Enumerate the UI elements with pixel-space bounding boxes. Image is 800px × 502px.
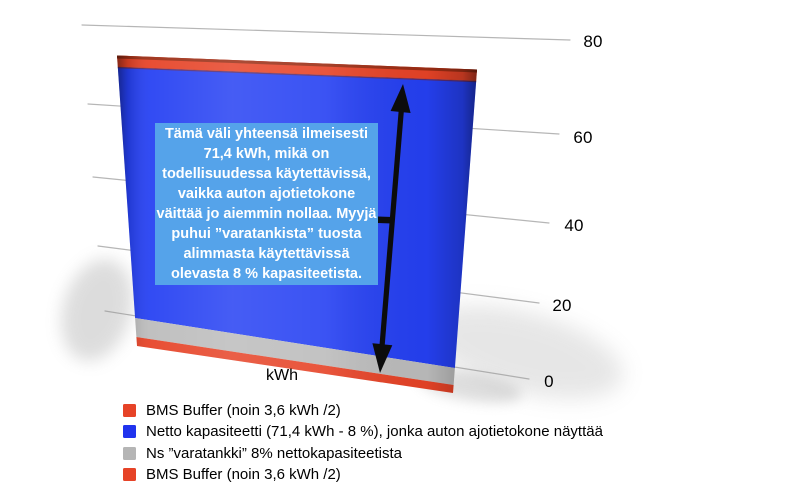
ytick-80: 80: [583, 32, 603, 51]
legend-swatch-blue-icon: [123, 425, 136, 439]
annotation-text: Tämä väli yhteensä ilmeisesti 71,4 kWh, …: [156, 126, 377, 282]
legend-label: BMS Buffer (noin 3,6 kWh /2): [146, 401, 341, 419]
range-arrow-shaft: [379, 107, 405, 350]
ytick-40: 40: [564, 216, 584, 235]
legend-item-bms-buffer-1: BMS Buffer (noin 3,6 kWh /2): [123, 401, 603, 419]
ytick-20: 20: [552, 296, 572, 315]
ytick-60: 60: [573, 128, 593, 147]
legend-swatch-red-icon: [123, 468, 136, 482]
legend-label: Ns ”varatankki” 8% nettokapasiteetista: [146, 444, 402, 462]
annotation-callout: Tämä väli yhteensä ilmeisesti 71,4 kWh, …: [155, 123, 378, 285]
ytick-0: 0: [544, 372, 554, 391]
range-arrow-head-up: [390, 84, 411, 113]
legend-item-bms-buffer-2: BMS Buffer (noin 3,6 kWh /2): [123, 466, 603, 484]
legend-item-varatankki: Ns ”varatankki” 8% nettokapasiteetista: [123, 444, 603, 462]
legend-label: BMS Buffer (noin 3,6 kWh /2): [146, 466, 341, 484]
annotation-connector: [377, 216, 393, 224]
range-arrow-head-down: [372, 343, 393, 373]
legend-label: Netto kapasiteetti (71,4 kWh - 8 %), jon…: [146, 423, 603, 441]
legend-swatch-gray-icon: [123, 446, 136, 460]
legend-item-netto-kapasiteetti: Netto kapasiteetti (71,4 kWh - 8 %), jon…: [123, 423, 603, 441]
gridline-80: [81, 24, 571, 41]
legend-swatch-red-icon: [123, 403, 136, 417]
bar-shadow-left: [61, 259, 133, 361]
range-arrow-icon: [372, 84, 411, 373]
xaxis-label-kwh: kWh: [266, 367, 298, 384]
legend: BMS Buffer (noin 3,6 kWh /2) Netto kapas…: [123, 401, 603, 489]
